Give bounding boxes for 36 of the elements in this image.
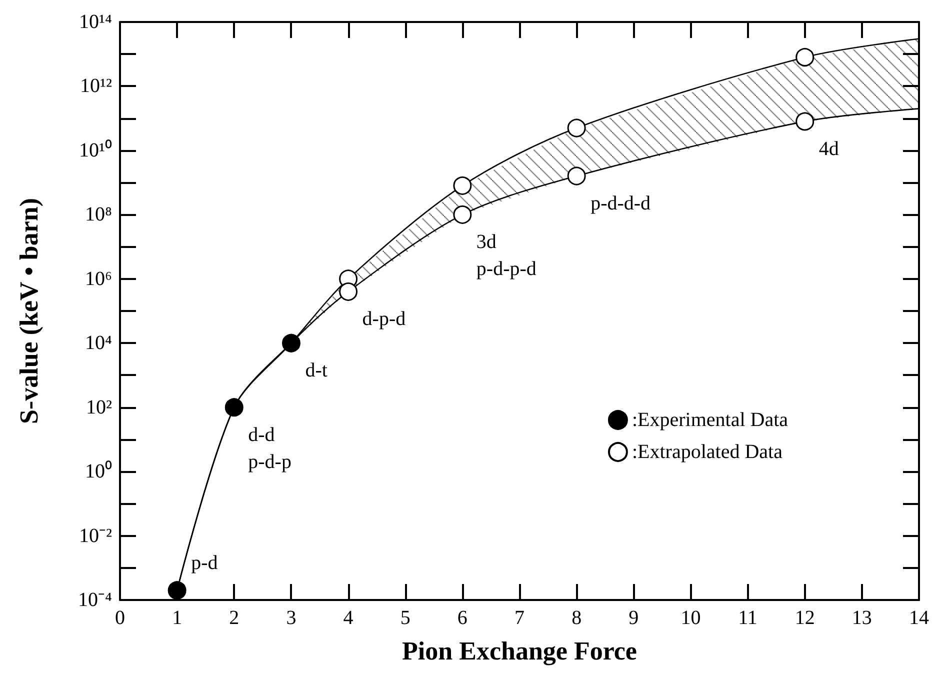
x-tick-label: 7 <box>514 607 524 629</box>
x-tick-label: 6 <box>457 607 468 629</box>
x-tick-label: 2 <box>229 607 240 629</box>
x-tick-label: 0 <box>115 607 125 629</box>
annotation: d-p-d <box>362 308 406 330</box>
x-tick-label: 9 <box>628 607 639 629</box>
y-tick-label: 10⁻² <box>79 524 112 547</box>
y-tick-label: 10² <box>86 396 112 418</box>
y-tick-label: 10¹⁰ <box>79 138 112 162</box>
annotation: 3d p-d-p-d <box>476 231 536 280</box>
annotation: d-d p-d-p <box>248 424 292 473</box>
x-tick-label: 11 <box>738 607 758 629</box>
x-tick-label: 8 <box>572 607 582 629</box>
y-tick-label: 10⁰ <box>85 460 112 483</box>
x-axis-title: Pion Exchange Force <box>402 636 637 666</box>
legend-label: :Extrapolated Data <box>632 441 783 463</box>
legend-label: :Experimental Data <box>632 409 788 431</box>
x-tick-label: 1 <box>172 607 182 629</box>
x-tick-label: 13 <box>852 607 872 629</box>
x-tick-label: 4 <box>343 607 354 629</box>
x-tick-label: 12 <box>794 607 815 629</box>
x-tick-label: 14 <box>909 607 929 629</box>
annotation: d-t <box>305 360 328 382</box>
x-tick-label: 5 <box>400 607 410 629</box>
annotation: p-d-d-d <box>590 192 651 214</box>
annotation: p-d <box>191 552 218 574</box>
y-tick-label: 10⁶ <box>85 268 112 290</box>
y-tick-label: 10⁻⁴ <box>78 589 112 611</box>
y-axis-title: S-value (keV • barn) <box>14 198 44 424</box>
y-tick-label: 10⁸ <box>85 204 112 226</box>
y-tick-label: 10⁴ <box>85 332 112 354</box>
y-tick-label: 10¹² <box>80 75 112 98</box>
x-tick-label: 3 <box>286 607 296 629</box>
x-tick-label: 10 <box>680 607 701 629</box>
y-tick-label: 10¹⁴ <box>79 11 112 33</box>
annotation: 4d <box>818 138 839 160</box>
